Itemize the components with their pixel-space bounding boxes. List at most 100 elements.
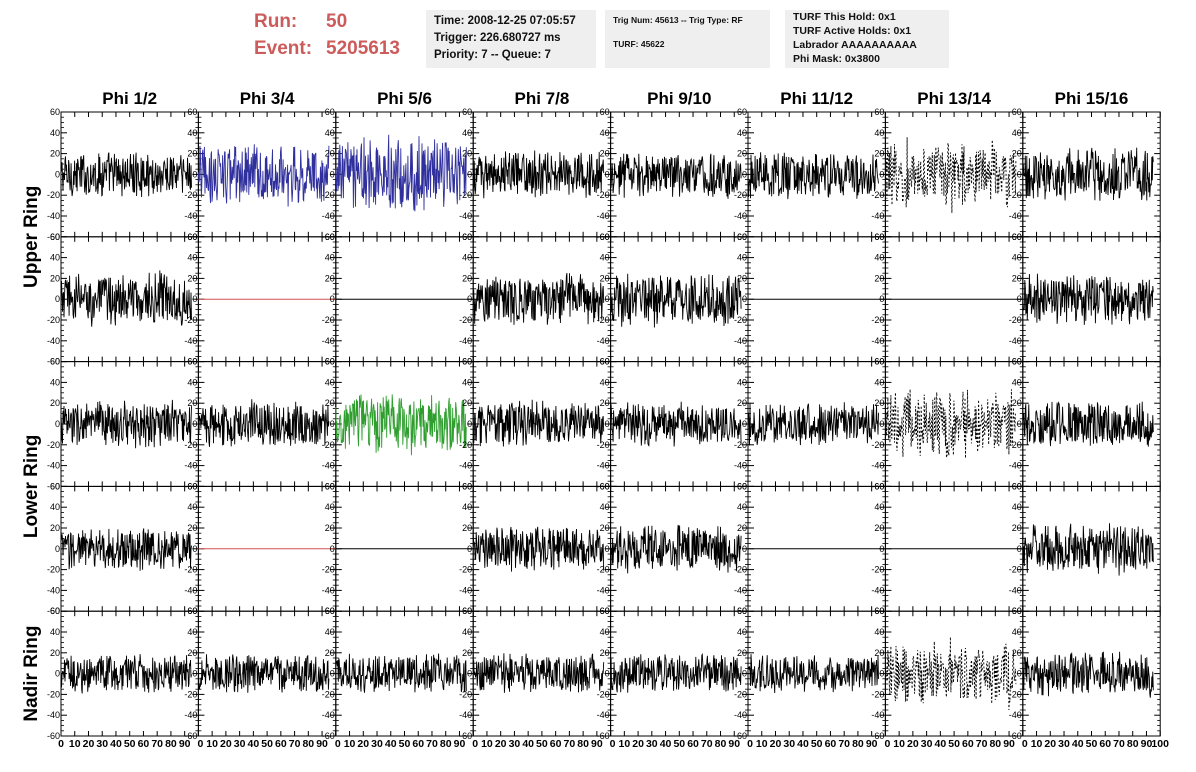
- y-tick-label-r1-c8-6: 60: [1012, 107, 1022, 117]
- y-tick-label-r1-c1-1: -40: [47, 211, 60, 221]
- y-tick-label-r1-c3-4: 20: [325, 149, 335, 159]
- trace-r2-c4: [472, 273, 605, 325]
- y-tick-label-r4-c4-6: 60: [462, 481, 472, 491]
- x-tick-label-c7-7: 70: [976, 738, 988, 750]
- y-tick-label-r3-c8-4: 20: [1012, 398, 1022, 408]
- y-tick-label-r2-c4-5: 40: [462, 253, 472, 263]
- x-tick-label-c6-9: 90: [866, 738, 878, 750]
- y-tick-label-r2-c6-1: -40: [734, 336, 747, 346]
- trace-r5-c6: [747, 654, 879, 694]
- row-label-2: Lower Ring: [21, 435, 42, 538]
- y-tick-label-r1-c7-5: 40: [874, 128, 884, 138]
- y-tick-label-r5-c2-1: -40: [184, 710, 197, 720]
- y-tick-label-r2-c8-6: 60: [1012, 232, 1022, 242]
- y-tick-label-r5-c2-0: -60: [184, 731, 197, 741]
- y-tick-label-r2-c5-5: 40: [600, 253, 610, 263]
- x-tick-label-c4-8: 80: [577, 738, 589, 750]
- y-tick-label-r2-c3-3: 0: [330, 294, 335, 304]
- x-tick-label-c6-0: 0: [747, 738, 753, 750]
- y-tick-label-r5-c2-5: 40: [187, 627, 197, 637]
- y-tick-label-r4-c6-6: 60: [737, 481, 747, 491]
- y-tick-label-r3-c6-5: 40: [737, 377, 747, 387]
- y-tick-label-r3-c5-6: 60: [600, 357, 610, 367]
- y-tick-label-r5-c5-5: 40: [600, 627, 610, 637]
- y-tick-label-r2-c1-1: -40: [47, 336, 60, 346]
- trace-r3-c7: [884, 389, 1017, 459]
- y-tick-label-r2-c7-2: -20: [871, 315, 884, 325]
- x-tick-label-c8-7: 70: [1113, 738, 1125, 750]
- x-tick-label-c7-1: 10: [893, 738, 905, 750]
- x-tick-label-c8-1: 10: [1031, 738, 1043, 750]
- trace-r3-c6: [747, 402, 879, 446]
- y-tick-label-r3-c6-4: 20: [737, 398, 747, 408]
- y-tick-label-r4-c3-6: 60: [325, 481, 335, 491]
- y-tick-label-r1-c5-2: -20: [597, 190, 610, 200]
- y-tick-label-r4-c4-4: 20: [462, 523, 472, 533]
- y-tick-label-r1-c1-6: 60: [50, 107, 60, 117]
- y-tick-label-r3-c2-3: 0: [192, 419, 197, 429]
- y-tick-label-r2-c2-4: 20: [187, 273, 197, 283]
- y-tick-label-r5-c7-4: 20: [874, 648, 884, 658]
- column-header-2: Phi 3/4: [240, 89, 295, 108]
- y-tick-label-r3-c3-1: -40: [322, 461, 335, 471]
- priority-line: Priority: 7 -- Queue: 7: [434, 49, 551, 61]
- phi-mask-line: Phi Mask: 0x3800: [793, 53, 880, 65]
- y-tick-label-r1-c6-3: 0: [742, 169, 747, 179]
- y-tick-label-r4-c1-1: -40: [47, 585, 60, 595]
- y-tick-label-r3-c6-6: 60: [737, 357, 747, 367]
- y-tick-label-r1-c2-2: -20: [184, 190, 197, 200]
- x-tick-label-c2-3: 30: [234, 738, 246, 750]
- y-tick-label-r2-c4-1: -40: [459, 336, 472, 346]
- column-header-5: Phi 9/10: [647, 89, 711, 108]
- column-header-1: Phi 1/2: [102, 89, 157, 108]
- y-tick-label-r4-c4-5: 40: [462, 502, 472, 512]
- y-tick-label-r1-c1-4: 20: [50, 149, 60, 159]
- y-tick-label-r3-c7-6: 60: [874, 357, 884, 367]
- y-tick-label-r4-c5-2: -20: [597, 565, 610, 575]
- y-tick-label-r5-c4-0: -60: [459, 731, 472, 741]
- y-tick-label-r5-c8-0: -60: [1009, 731, 1022, 741]
- y-tick-label-r3-c1-5: 40: [50, 377, 60, 387]
- y-tick-label-r1-c6-1: -40: [734, 211, 747, 221]
- x-tick-label-c2-9: 90: [316, 738, 328, 750]
- trace-r2-c1: [60, 270, 192, 327]
- y-tick-label-r3-c3-2: -20: [322, 440, 335, 450]
- trace-r4-c1: [60, 528, 192, 571]
- y-tick-label-r2-c1-5: 40: [50, 253, 60, 263]
- y-tick-label-r4-c7-5: 40: [874, 502, 884, 512]
- x-tick-label-c3-0: 0: [335, 738, 341, 750]
- y-tick-label-r5-c3-1: -40: [322, 710, 335, 720]
- trace-r1-c6: [747, 152, 879, 200]
- y-tick-label-r4-c1-2: -20: [47, 565, 60, 575]
- y-tick-label-r2-c4-3: 0: [467, 294, 472, 304]
- y-tick-label-r3-c3-3: 0: [330, 419, 335, 429]
- y-tick-label-r3-c4-2: -20: [459, 440, 472, 450]
- x-tick-label-c5-2: 20: [632, 738, 644, 750]
- y-tick-label-r4-c1-6: 60: [50, 481, 60, 491]
- trigger-line: Trigger: 226.680727 ms: [434, 32, 561, 44]
- y-tick-label-r3-c1-0: -60: [47, 481, 60, 491]
- y-tick-label-r1-c2-4: 20: [187, 149, 197, 159]
- y-tick-label-r2-c7-3: 0: [879, 294, 884, 304]
- x-tick-label-c1-4: 40: [110, 738, 122, 750]
- trace-r5-c3: [335, 653, 467, 693]
- labrador-line: Labrador AAAAAAAAAA: [793, 39, 917, 51]
- y-tick-label-r5-c6-2: -20: [734, 689, 747, 699]
- y-tick-label-r3-c2-1: -40: [184, 461, 197, 471]
- x-tick-label-c1-8: 80: [165, 738, 177, 750]
- x-tick-label-c6-7: 70: [838, 738, 850, 750]
- y-tick-label-r3-c2-6: 60: [187, 357, 197, 367]
- x-tick-label-c5-3: 30: [646, 738, 658, 750]
- run-label: Run:: [254, 11, 298, 32]
- y-tick-label-r3-c8-3: 0: [1017, 419, 1022, 429]
- trace-r3-c2: [197, 399, 330, 447]
- x-tick-label-c6-3: 30: [783, 738, 795, 750]
- y-tick-label-r4-c7-6: 60: [874, 481, 884, 491]
- x-tick-label-c4-5: 50: [536, 738, 548, 750]
- y-tick-label-r2-c4-6: 60: [462, 232, 472, 242]
- turf-info-box: TURF This Hold: 0x1 TURF Active Holds: 0…: [785, 10, 949, 68]
- y-tick-label-r5-c3-4: 20: [325, 648, 335, 658]
- y-tick-label-r5-c8-5: 40: [1012, 627, 1022, 637]
- x-tick-label-c8-8: 80: [1127, 738, 1139, 750]
